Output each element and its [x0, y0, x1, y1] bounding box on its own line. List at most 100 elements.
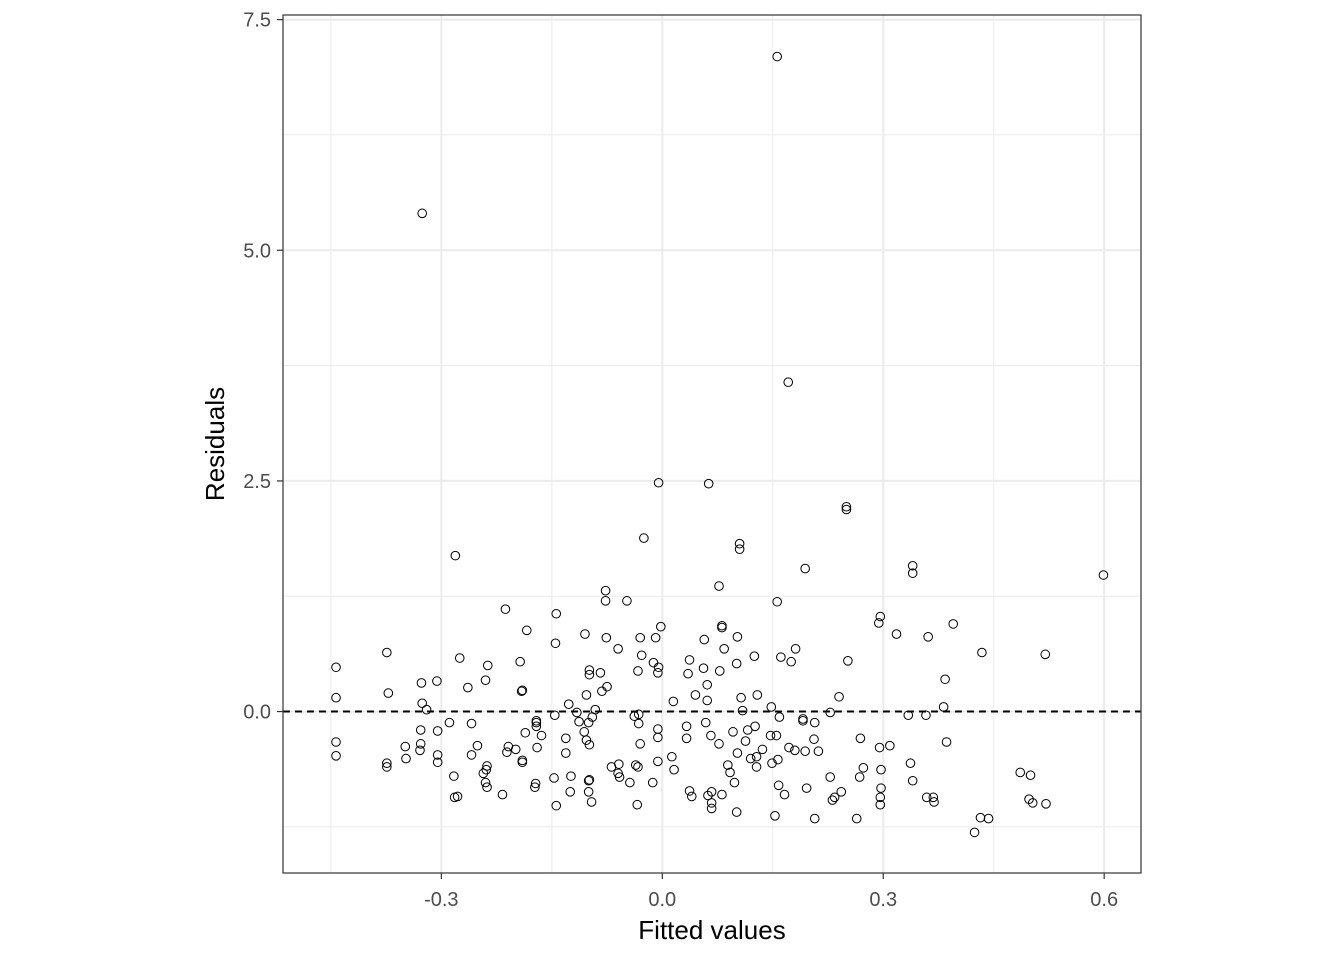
data-point	[482, 782, 492, 793]
data-point	[703, 478, 714, 489]
data-point	[686, 791, 697, 802]
data-point	[698, 663, 709, 673]
data-point	[633, 666, 643, 676]
data-point	[891, 629, 902, 639]
data-point	[500, 604, 511, 614]
data-point	[790, 644, 801, 654]
y-tick-label: 7.5	[243, 10, 271, 32]
data-point	[331, 692, 341, 703]
data-point	[463, 682, 473, 693]
data-point	[681, 721, 692, 732]
data-point	[725, 767, 735, 778]
data-point	[765, 730, 776, 741]
data-point	[653, 477, 664, 488]
data-point	[948, 619, 959, 629]
data-point	[561, 733, 571, 744]
x-tick-label: 0.6	[1090, 889, 1118, 911]
data-point	[827, 795, 838, 805]
data-point	[580, 629, 590, 639]
y-axis: 0.0 2.5 5.0 7.5	[243, 10, 283, 724]
data-point	[581, 735, 592, 745]
data-point	[740, 736, 751, 746]
data-point	[702, 679, 713, 690]
data-point	[885, 740, 895, 751]
data-point	[551, 800, 562, 811]
data-point	[454, 653, 465, 663]
data-point	[515, 656, 525, 667]
data-point	[983, 813, 994, 824]
data-point	[745, 753, 756, 764]
data-point	[903, 710, 914, 721]
data-point	[875, 611, 886, 622]
data-point	[561, 748, 571, 758]
data-point	[600, 585, 611, 596]
data-point	[875, 799, 886, 810]
data-point	[584, 775, 595, 785]
data-point	[595, 668, 606, 678]
data-point	[383, 688, 394, 698]
data-point	[714, 666, 725, 676]
data-point	[907, 568, 918, 578]
data-point	[723, 760, 733, 770]
data-point	[630, 760, 641, 770]
data-point	[836, 787, 847, 797]
data-point	[581, 690, 592, 700]
data-point	[497, 789, 508, 800]
data-point	[717, 789, 727, 800]
data-point	[875, 792, 886, 803]
data-point	[969, 827, 980, 838]
data-point	[1098, 570, 1109, 580]
data-point	[751, 751, 762, 762]
data-point	[472, 740, 483, 751]
data-point	[1015, 767, 1026, 778]
data-point	[800, 746, 810, 757]
data-point	[574, 716, 584, 727]
data-point	[584, 739, 595, 750]
x-axis: -0.3 0.0 0.3 0.6	[424, 873, 1118, 911]
data-point	[516, 686, 527, 697]
data-point	[1041, 799, 1051, 809]
data-point	[530, 782, 540, 793]
data-point	[770, 811, 780, 821]
data-point	[478, 768, 489, 779]
data-point	[825, 707, 836, 718]
data-point	[798, 715, 808, 726]
data-point	[415, 725, 426, 735]
data-point	[921, 792, 932, 803]
data-point	[941, 737, 952, 747]
data-point	[690, 690, 701, 700]
data-point	[586, 797, 597, 807]
plot-panel-background	[283, 15, 1141, 873]
data-point	[606, 762, 617, 772]
x-tick-label: -0.3	[424, 889, 458, 911]
data-point	[732, 748, 743, 758]
data-point	[684, 655, 695, 665]
data-point	[706, 787, 717, 797]
data-point	[421, 704, 432, 715]
y-tick-label: 5.0	[243, 240, 271, 262]
data-point	[432, 757, 443, 768]
data-point	[719, 644, 729, 654]
data-point	[597, 686, 607, 697]
data-point	[1027, 798, 1038, 808]
data-point	[784, 742, 794, 753]
data-point	[702, 695, 713, 706]
data-point	[382, 762, 392, 772]
data-point	[876, 764, 886, 775]
data-point	[482, 761, 492, 771]
data-point	[417, 208, 427, 219]
data-point	[907, 560, 918, 571]
data-point	[874, 742, 885, 753]
data-point	[622, 596, 632, 606]
data-point	[613, 644, 623, 654]
data-point	[635, 739, 645, 749]
data-point	[382, 758, 392, 769]
data-point	[905, 758, 916, 769]
data-point	[774, 712, 785, 722]
data-point	[517, 757, 528, 768]
data-point	[706, 803, 717, 814]
data-point	[416, 678, 427, 688]
data-point	[502, 747, 512, 757]
data-point	[776, 652, 786, 662]
